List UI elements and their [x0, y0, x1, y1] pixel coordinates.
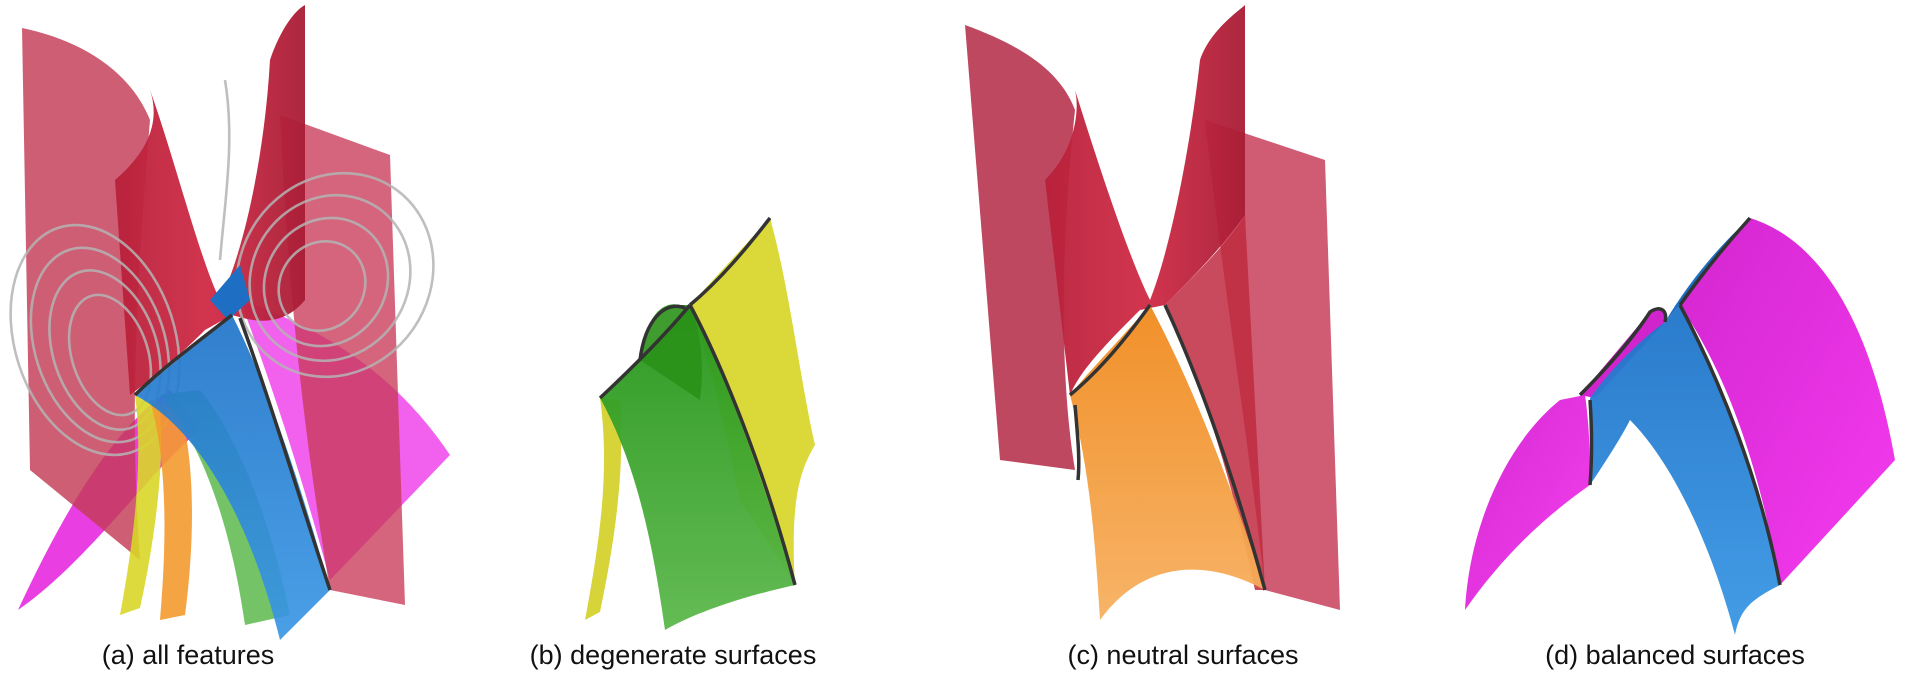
panel-a-red-saddle	[115, 5, 305, 395]
panel-a-blue-sheet	[135, 315, 330, 640]
panel-c-ridge-curves	[1068, 303, 1267, 591]
panel-d-blue-sheet	[1590, 305, 1780, 635]
panel-b-green-loop	[640, 304, 702, 400]
panel-b-green-sheet	[600, 305, 795, 630]
panel-a-green-sheet	[160, 390, 290, 625]
caption-c: (c) neutral surfaces	[1067, 640, 1299, 670]
panel-a-yellow-sheet	[120, 395, 162, 615]
panel-c-neutral-surfaces	[965, 5, 1340, 620]
panel-d-magenta-sheet-right	[1680, 218, 1895, 585]
panel-d-magenta-sheet-left	[1465, 395, 1590, 610]
panel-a-blue-sheet-top	[210, 265, 250, 320]
caption-d: (d) balanced surfaces	[1545, 640, 1805, 670]
panel-c-orange-sheet	[1070, 305, 1265, 620]
panel-d-balanced-surfaces	[1465, 216, 1895, 635]
caption-a: (a) all features	[101, 640, 275, 670]
panel-a-streamlines	[9, 79, 435, 457]
panel-a-all-features	[9, 5, 450, 640]
panel-d-ridge-curves	[1578, 216, 1782, 586]
panel-b-yellow-sheet-left	[585, 398, 622, 620]
panel-b-yellow-sheet-right	[690, 218, 815, 585]
panel-a-orange-sheet	[150, 400, 192, 620]
panel-c-red-saddle	[1045, 5, 1245, 395]
panel-b-degenerate-surfaces	[585, 216, 815, 630]
panel-c-red-sheet-left	[965, 25, 1075, 470]
caption-b: (b) degenerate surfaces	[529, 640, 817, 670]
panel-a-ridge-curves	[133, 313, 332, 591]
panel-d-magenta-band	[1580, 308, 1666, 398]
panel-a-red-sheet-left	[22, 28, 150, 560]
panel-c-red-front	[1165, 215, 1265, 590]
panel-b-ridge-curves	[598, 216, 797, 586]
